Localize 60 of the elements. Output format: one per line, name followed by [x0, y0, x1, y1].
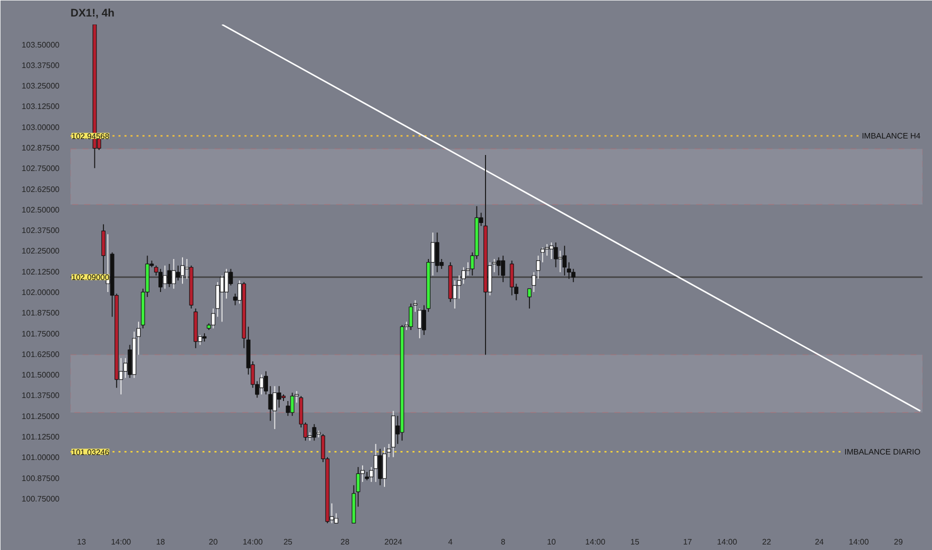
candlestick — [527, 288, 532, 310]
x-tick-label: 24 — [814, 538, 824, 546]
x-tick-label: 10 — [546, 538, 556, 546]
candlestick — [374, 443, 378, 482]
candlestick — [571, 268, 576, 283]
x-tick-label: 28 — [340, 538, 350, 546]
y-tick-label: 101.12500 — [22, 432, 60, 442]
x-tick-label: 14:00 — [242, 538, 264, 546]
x-tick-label: 14:00 — [848, 538, 870, 546]
ref-line-label: IMBALANCE H4 — [862, 131, 922, 140]
y-tick-label: 100.87500 — [22, 474, 60, 483]
y-tick-label: 101.50000 — [22, 370, 60, 380]
x-tick-label: 8 — [500, 538, 506, 546]
annotation: 101.03246 — [72, 448, 110, 457]
x-tick-label: 17 — [683, 538, 693, 546]
x-tick-label: 13 — [77, 538, 86, 546]
y-tick-label: 102.00000 — [22, 288, 60, 298]
y-tick-label: 103.37500 — [22, 60, 60, 70]
y-tick-label: 102.62500 — [22, 184, 60, 194]
ref-line-label: IMBALANCE DIARIO — [844, 447, 920, 456]
x-tick-label: 29 — [894, 538, 904, 546]
y-tick-label: 101.62500 — [22, 350, 60, 359]
y-tick-label: 102.12500 — [22, 267, 60, 276]
y-tick-label: 102.25000 — [22, 246, 60, 256]
y-tick-label: 101.75000 — [22, 329, 60, 338]
annotation: 102.94568 — [72, 132, 110, 141]
y-tick-label: 103.00000 — [22, 122, 60, 132]
x-tick-label: 18 — [156, 538, 166, 546]
candlestick — [180, 256, 185, 284]
y-tick-label: 101.00000 — [22, 453, 60, 462]
x-tick-label: 20 — [208, 538, 218, 546]
y-tick-label: 101.25000 — [22, 412, 60, 421]
y-tick-label: 103.50000 — [22, 40, 60, 50]
y-tick-label: 100.75000 — [22, 494, 60, 504]
candlestick — [312, 424, 316, 442]
x-tick-label: 22 — [762, 538, 772, 546]
annotation: 102.09000 — [72, 273, 110, 282]
y-tick-label: 103.12500 — [22, 102, 60, 112]
candlestick — [158, 268, 163, 293]
candlestick — [544, 244, 550, 256]
y-tick-label: 101.37500 — [22, 391, 60, 400]
candlestick — [422, 304, 426, 336]
y-tick-label: 103.25000 — [22, 82, 60, 91]
y-tick-label: 102.50000 — [22, 205, 60, 214]
y-tick-label: 102.75000 — [22, 164, 60, 174]
chart-title: DX1!, 4h — [70, 8, 115, 20]
y-tick-label: 102.87500 — [22, 144, 60, 153]
candlestick — [264, 370, 268, 395]
x-tick-label: 14:00 — [585, 538, 606, 546]
x-tick-label: 14:00 — [717, 538, 738, 546]
candlestick — [259, 374, 264, 395]
x-tick-label: 25 — [283, 538, 293, 546]
x-tick-label: 4 — [448, 538, 454, 546]
candlestick — [566, 262, 572, 280]
y-tick-label: 101.87500 — [22, 308, 60, 318]
x-tick-label: 2024 — [384, 538, 403, 546]
candlestick — [220, 275, 224, 322]
x-tick-label: 14:00 — [110, 538, 132, 546]
x-tick-label: 15 — [630, 538, 640, 546]
y-tick-label: 102.37500 — [22, 226, 60, 236]
